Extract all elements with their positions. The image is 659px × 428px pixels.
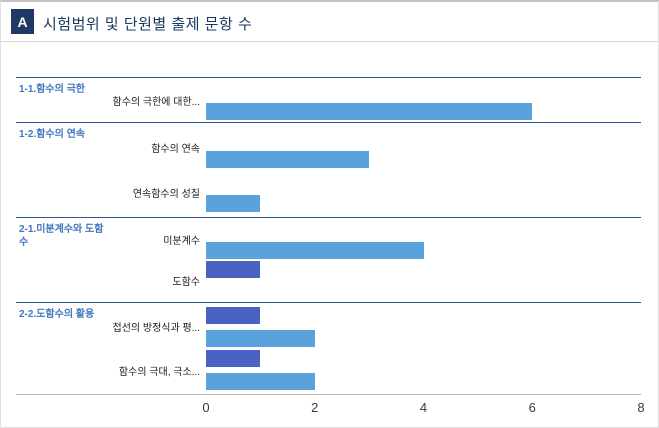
bar-series-light (206, 150, 370, 168)
category-row: 함수의 극대, 극소... (16, 350, 641, 391)
chart-plot-area: 1-1.함수의 극한 함수의 극한에 대한... 1-2.함수의 연속 함수의 연속 연… (16, 77, 641, 395)
bar-series-light (206, 242, 424, 260)
bar-series-light (206, 373, 315, 391)
category-label: 접선의 방정식과 평... (112, 323, 201, 335)
category-bars (206, 128, 641, 168)
bar-slot (206, 103, 641, 120)
bar-slot (206, 150, 641, 168)
x-tick-label: 8 (637, 400, 645, 415)
bar-slot (206, 128, 641, 145)
section-label: 2-1.미분계수와 도함수 (19, 224, 104, 248)
category-bars (206, 80, 641, 120)
category-row: 연속함수의 성질 (16, 172, 641, 213)
category-label: 함수의 극한에 대한... (112, 96, 201, 108)
category-bars (206, 172, 641, 213)
bar-slot (206, 172, 641, 189)
category-row: 도함수 (16, 260, 641, 301)
category-row: 함수의 연속 (16, 128, 641, 168)
bar-slot (206, 284, 641, 301)
category-bars (206, 306, 641, 347)
section-label: 2-2.도함수의 활용 (19, 309, 95, 320)
category-label: 함수의 연속 (151, 144, 200, 156)
x-tick-label: 4 (419, 400, 428, 415)
category-label: 미분계수 (163, 235, 200, 247)
category-row: 미분계수 (16, 219, 641, 260)
bar-series-dark (206, 350, 261, 368)
section-label: 1-2.함수의 연속 (19, 129, 86, 140)
x-tick-label: 6 (528, 400, 536, 415)
bar-slot (206, 306, 641, 324)
bar-slot (206, 373, 641, 391)
category-bars (206, 260, 641, 301)
bar-series-light (206, 329, 315, 347)
bar-slot (206, 329, 641, 347)
bar-series-dark (206, 306, 261, 324)
section-badge: A (11, 9, 34, 34)
category-row: 함수의 극한에 대한... (16, 80, 641, 120)
bar-slot (206, 80, 641, 97)
page-header: A 시험범위 및 단원별 출제 문항 수 (1, 2, 658, 42)
x-tick-label: 0 (202, 400, 210, 415)
category-label: 연속함수의 성질 (132, 188, 200, 200)
bar-slot (206, 350, 641, 368)
bar-series-light (206, 103, 533, 120)
page-title: 시험범위 및 단원별 출제 문항 수 (43, 16, 253, 33)
bar-slot (206, 260, 641, 278)
x-tick-label: 2 (311, 400, 319, 415)
x-axis: 0 2 4 6 8 (202, 400, 645, 420)
bar-slot (206, 242, 641, 260)
bar-series-dark (206, 260, 261, 278)
exam-items-bar-chart: 1-1.함수의 극한 함수의 극한에 대한... 1-2.함수의 연속 함수의 연속 연… (16, 77, 645, 420)
bar-series-light (206, 195, 261, 213)
category-row: 접선의 방정식과 평... (16, 306, 641, 347)
category-label: 도함수 (172, 277, 200, 289)
section-label: 1-1.함수의 극한 (19, 84, 86, 95)
category-label: 함수의 극대, 극소... (118, 366, 200, 378)
bar-slot (206, 219, 641, 236)
bar-slot (206, 195, 641, 213)
category-bars (206, 350, 641, 391)
category-bars (206, 219, 641, 260)
